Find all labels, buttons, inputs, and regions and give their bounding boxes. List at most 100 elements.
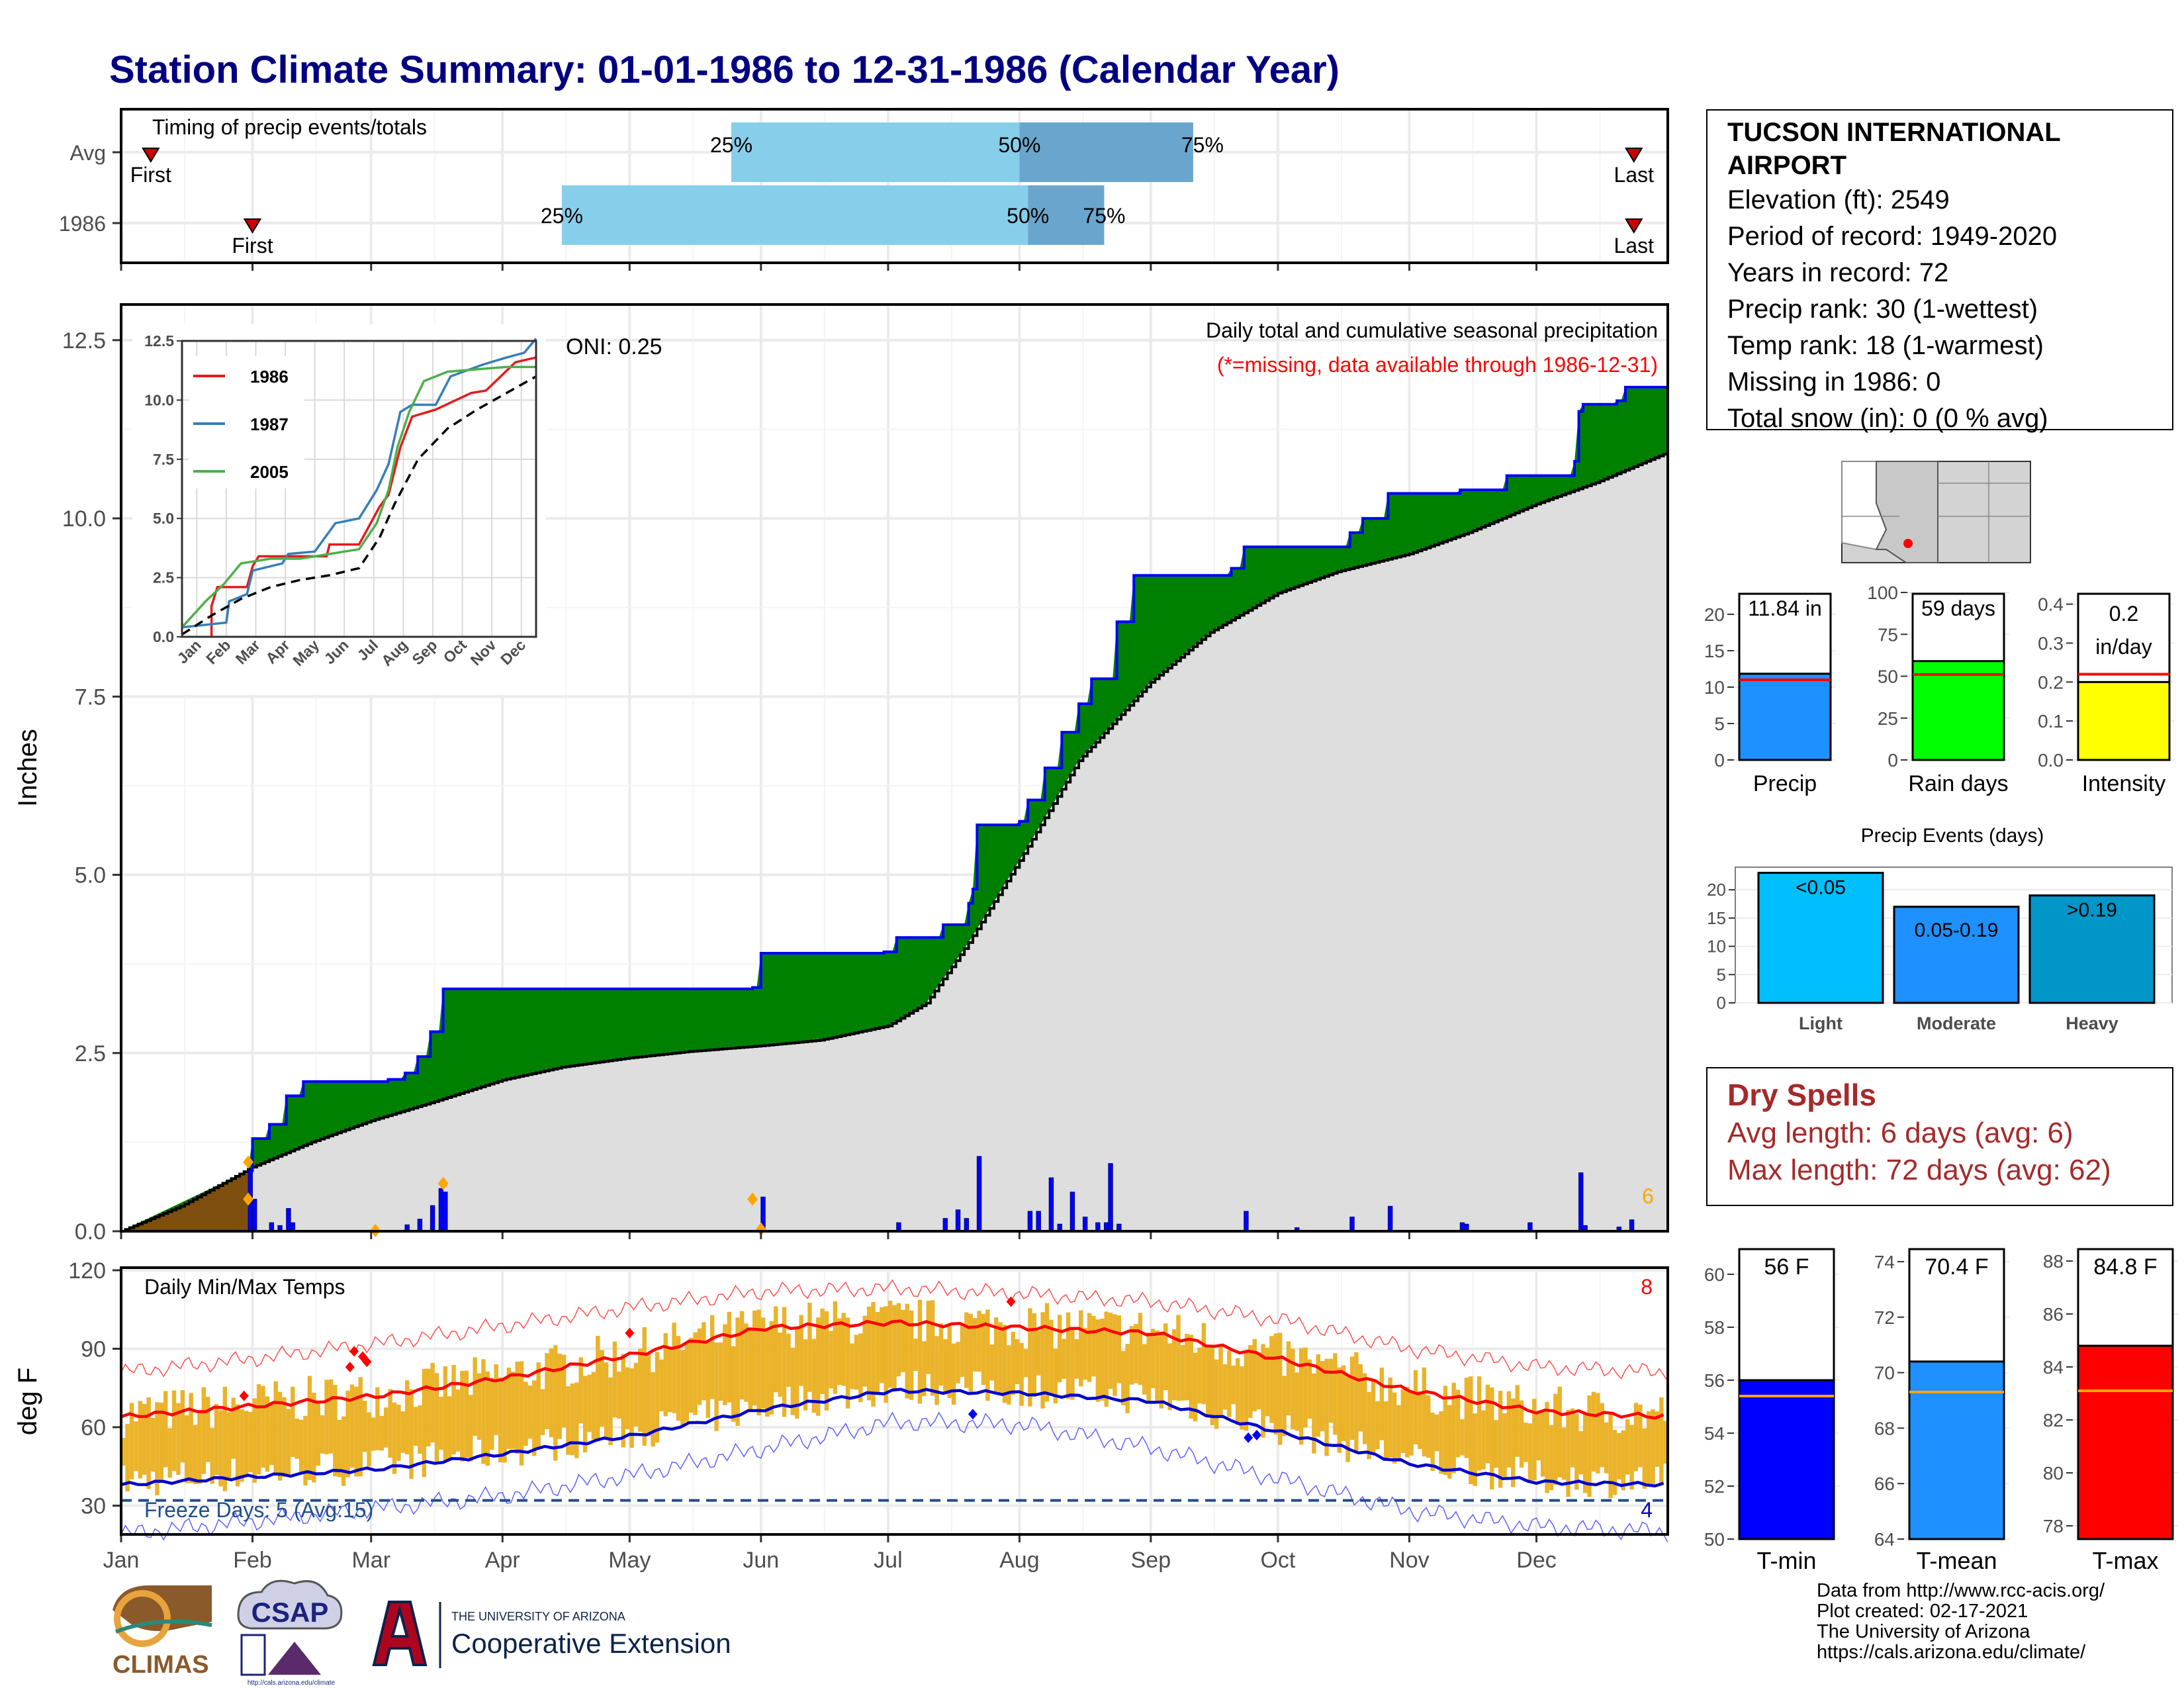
daily-temp-bar bbox=[1469, 1376, 1473, 1485]
month-label: Jan bbox=[103, 1548, 140, 1573]
daily-temp-bar bbox=[1011, 1331, 1015, 1395]
daily-temp-bar bbox=[1087, 1313, 1092, 1382]
daily-temp-bar bbox=[1519, 1400, 1524, 1468]
daily-temp-bar bbox=[498, 1377, 503, 1463]
daily-temp-bar bbox=[193, 1425, 198, 1484]
tsummary-value-label: 84.8 F bbox=[2093, 1254, 2157, 1280]
tsummary-bar bbox=[1738, 1379, 1835, 1540]
summary-category-label: Intensity bbox=[2082, 771, 2166, 796]
daily-temp-bar bbox=[1566, 1409, 1570, 1497]
oni-label: ONI: 0.25 bbox=[566, 334, 662, 359]
daily-temp-bar bbox=[1273, 1333, 1278, 1435]
daily-temp-bar bbox=[748, 1327, 753, 1411]
summary-ytick-label: 0.2 bbox=[2038, 672, 2064, 692]
daily-temp-bar bbox=[1134, 1324, 1138, 1383]
daily-temp-bar bbox=[439, 1397, 443, 1450]
daily-temp-bar bbox=[1515, 1385, 1520, 1457]
daily-temp-bar bbox=[231, 1397, 236, 1459]
daily-temp-bar bbox=[185, 1415, 189, 1483]
daily-temp-bar bbox=[1578, 1430, 1583, 1475]
daily-temp-bar bbox=[1282, 1376, 1287, 1436]
daily-temp-bar bbox=[1163, 1323, 1168, 1391]
precip-normal-area bbox=[121, 454, 1668, 1232]
precip-normal-line bbox=[121, 453, 1668, 1233]
timing-first-marker bbox=[142, 148, 160, 163]
daily-temp-bar bbox=[760, 1317, 766, 1409]
daily-temp-bar bbox=[1532, 1399, 1537, 1481]
tsummary-ytick-label: 70 bbox=[1874, 1363, 1895, 1383]
daily-temp-bar bbox=[1261, 1344, 1265, 1438]
timing-last-label: Last bbox=[1614, 234, 1655, 258]
daily-temp-bar bbox=[574, 1382, 579, 1458]
daily-temp-bar bbox=[896, 1303, 901, 1377]
normal-min-line bbox=[120, 1387, 1664, 1488]
daily-temp-bar bbox=[307, 1376, 312, 1480]
daily-temp-bar bbox=[1150, 1329, 1156, 1388]
timing-q50-label: 50% bbox=[1007, 204, 1049, 228]
daily-temp-bar bbox=[866, 1306, 872, 1401]
daily-precip-bar bbox=[942, 1218, 948, 1232]
daily-temp-bar bbox=[561, 1354, 567, 1428]
events-bar bbox=[1893, 906, 2020, 1004]
map-county-lines bbox=[1842, 461, 2030, 563]
daily-temp-bar bbox=[688, 1338, 694, 1413]
daily-temp-bar bbox=[655, 1352, 660, 1443]
credit-line-3: https://cals.arizona.edu/climate/ bbox=[1817, 1642, 2086, 1663]
timing-q25-label: 25% bbox=[710, 133, 752, 157]
daily-temp-bar bbox=[409, 1389, 414, 1479]
daily-precip-bar bbox=[251, 1199, 257, 1232]
daily-temp-bar bbox=[490, 1378, 494, 1450]
daily-temp-bar bbox=[464, 1370, 469, 1458]
summary-bar bbox=[1738, 673, 1832, 761]
daily-temp-bar bbox=[964, 1312, 969, 1388]
daily-temp-bar bbox=[320, 1415, 325, 1454]
credit-line-0: Data from http://www.rcc-acis.org/ bbox=[1817, 1580, 2105, 1601]
daily-temp-bar bbox=[917, 1299, 923, 1404]
daily-temp-bar bbox=[651, 1372, 655, 1447]
daily-temp-bar bbox=[1328, 1358, 1334, 1423]
daily-temp-bar bbox=[1138, 1313, 1143, 1385]
daily-temp-bar bbox=[972, 1318, 978, 1372]
daily-temp-bar bbox=[1269, 1336, 1274, 1423]
tsummary-ytick-label: 66 bbox=[1874, 1474, 1895, 1494]
daily-temp-bar bbox=[1439, 1411, 1443, 1474]
daily-precip-bar bbox=[955, 1209, 961, 1232]
daily-temp-bar bbox=[790, 1348, 796, 1415]
daily-temp-bar bbox=[349, 1384, 355, 1468]
daily-temp-bar bbox=[1058, 1315, 1062, 1383]
daily-temp-bar bbox=[1176, 1315, 1181, 1401]
daily-temp-bar bbox=[600, 1350, 604, 1427]
tsummary-bar bbox=[2077, 1344, 2174, 1540]
tsummary-value-label: 56 F bbox=[1764, 1254, 1809, 1280]
summary-ytick-label: 50 bbox=[1878, 667, 1898, 687]
daily-temp-bar bbox=[1040, 1312, 1045, 1409]
events-bar bbox=[2028, 894, 2156, 1004]
daily-temp-bar bbox=[570, 1383, 575, 1456]
tsummary-category-label: T-max bbox=[2092, 1547, 2158, 1574]
tsummary-ytick-label: 56 bbox=[1704, 1370, 1725, 1391]
temp-ytick-label: 60 bbox=[81, 1415, 106, 1440]
daily-temp-bar bbox=[1651, 1409, 1655, 1485]
daily-temp-bar bbox=[633, 1362, 639, 1427]
csap-bars-icon bbox=[240, 1634, 266, 1676]
inset-ytick-label: 5.0 bbox=[153, 510, 174, 527]
month-label: May bbox=[608, 1548, 651, 1573]
daily-temp-bar bbox=[1379, 1367, 1385, 1440]
daily-precip-bar bbox=[1027, 1211, 1033, 1232]
record-max-line bbox=[120, 1279, 1668, 1382]
daily-temp-bar bbox=[252, 1398, 257, 1483]
tsummary-ytick-label: 52 bbox=[1704, 1476, 1725, 1497]
daily-temp-bar bbox=[222, 1387, 228, 1491]
daily-temp-bar bbox=[1561, 1427, 1567, 1480]
daily-temp-bar bbox=[298, 1419, 304, 1474]
daily-temp-bar bbox=[1396, 1405, 1401, 1462]
tsummary-ytick-label: 68 bbox=[1874, 1418, 1895, 1438]
summary-ytick-label: 100 bbox=[1867, 583, 1898, 603]
daily-temp-bar bbox=[1570, 1408, 1575, 1468]
daily-temp-bar bbox=[693, 1332, 698, 1415]
daily-temp-bar bbox=[375, 1387, 380, 1450]
daily-temp-bar bbox=[659, 1359, 664, 1411]
daily-temp-bar bbox=[316, 1400, 320, 1466]
daily-temp-bar bbox=[977, 1311, 981, 1372]
